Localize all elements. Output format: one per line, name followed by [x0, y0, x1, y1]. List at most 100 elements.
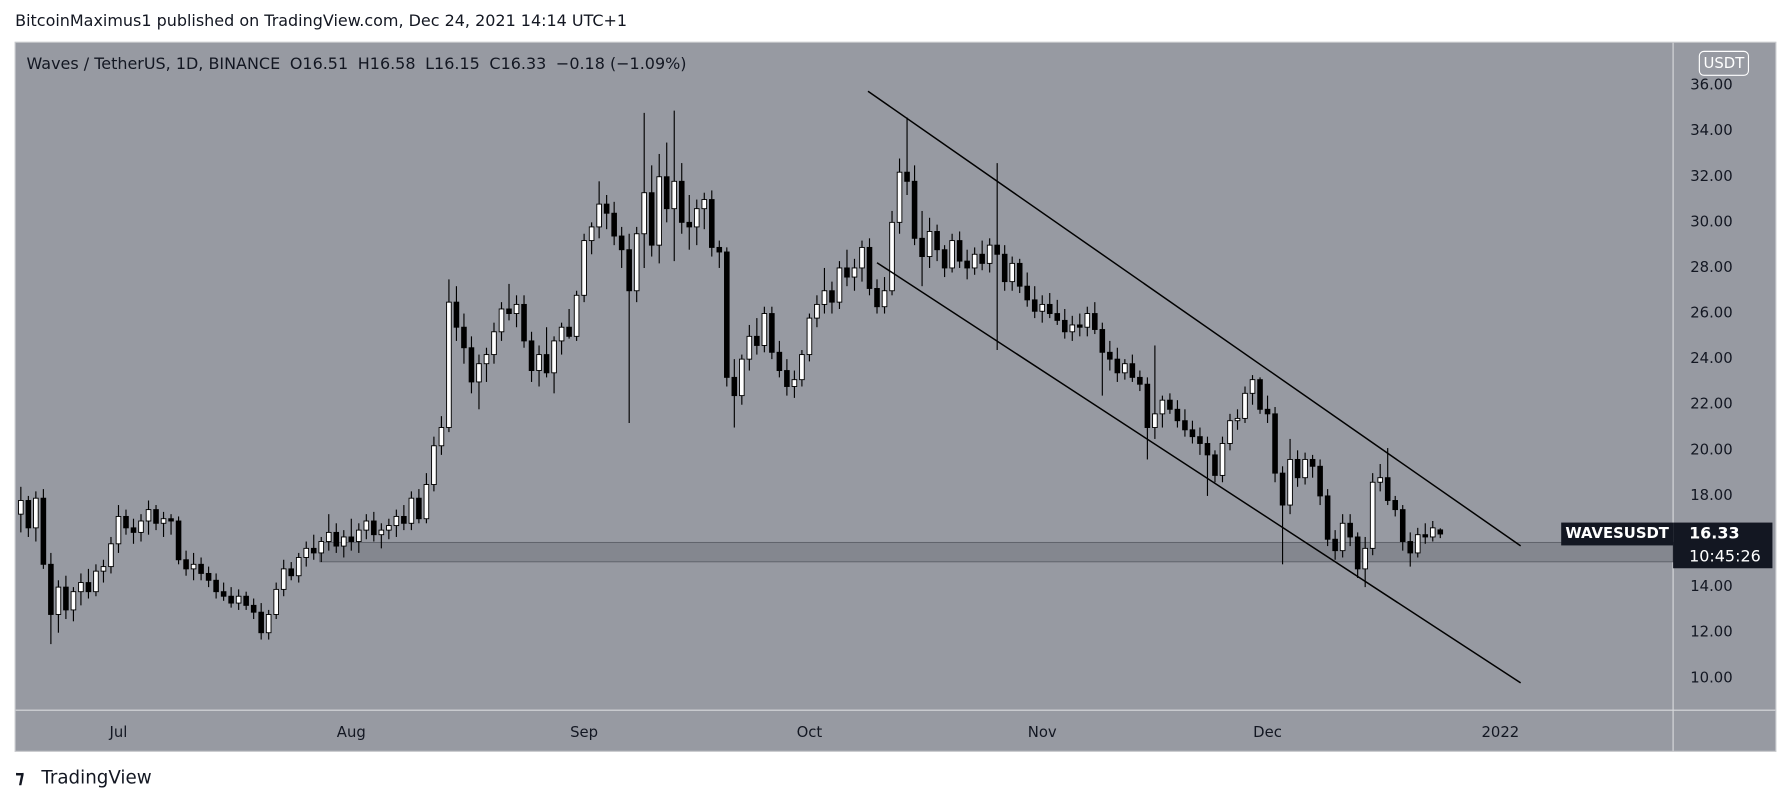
- candle-body: [626, 249, 632, 292]
- candle-body: [663, 176, 670, 210]
- candle-body: [739, 358, 745, 397]
- candle-body: [1054, 313, 1061, 321]
- candle-body: [1137, 376, 1143, 385]
- candle-body: [566, 326, 572, 337]
- candle-body: [356, 529, 362, 542]
- candle-body: [1407, 541, 1414, 554]
- candle-body: [130, 527, 137, 533]
- candle-body: [138, 520, 144, 533]
- candle-body: [190, 563, 197, 570]
- candle-body: [889, 221, 895, 292]
- candle-body: [1159, 399, 1166, 415]
- candle-body: [1347, 522, 1353, 538]
- candle-body: [1234, 417, 1241, 422]
- candle-body: [1257, 379, 1263, 410]
- candle-body: [769, 313, 775, 353]
- candle-body: [754, 335, 760, 346]
- candle-body: [1287, 458, 1293, 506]
- candle-body: [1242, 392, 1248, 419]
- currency-button[interactable]: [1698, 50, 1750, 76]
- x-tick-label: 2022: [1481, 724, 1519, 741]
- candle-body: [468, 347, 475, 383]
- candle-body: [716, 246, 723, 253]
- channel-line: [876, 262, 1522, 684]
- candle-body: [911, 180, 918, 239]
- candle-body: [25, 500, 32, 529]
- candle-body: [521, 303, 527, 342]
- legend-o-label: O: [290, 53, 303, 72]
- candle-body: [866, 246, 873, 289]
- candle-body: [1302, 458, 1308, 479]
- currency-label[interactable]: USDT: [1704, 55, 1746, 72]
- price-tag: [1673, 522, 1773, 569]
- candle-body: [986, 244, 993, 264]
- candle-body: [821, 290, 828, 305]
- candle-body: [558, 326, 565, 342]
- y-tick-label: 32.00: [1690, 168, 1732, 185]
- candle-body: [1077, 324, 1083, 328]
- candle-body: [1332, 538, 1338, 552]
- candle-body: [1092, 313, 1098, 330]
- candle-body: [1264, 408, 1271, 415]
- candle-body: [175, 520, 182, 561]
- chart-frame: [14, 41, 1777, 752]
- candle-body: [325, 531, 332, 542]
- time-axis-background: [15, 710, 1776, 752]
- candle-body: [1354, 536, 1361, 570]
- candle-body: [513, 303, 520, 315]
- x-tick-label: Nov: [1028, 724, 1057, 741]
- candle-body: [1249, 379, 1256, 394]
- x-tick-label: Dec: [1253, 724, 1282, 741]
- candle-body: [115, 515, 122, 545]
- candle-body: [506, 308, 512, 315]
- candle-body: [295, 557, 302, 577]
- candle-body: [573, 294, 580, 337]
- y-tick-label: 30.00: [1690, 213, 1732, 230]
- candle-body: [363, 520, 370, 531]
- candle-body: [603, 203, 610, 214]
- candle-body: [1039, 303, 1046, 312]
- countdown-label: 10:45:26: [1689, 546, 1761, 565]
- candle-body: [438, 427, 445, 447]
- candle-body: [288, 568, 294, 577]
- candle-body: [386, 525, 392, 531]
- candle-body: [280, 568, 287, 590]
- candle-body: [881, 290, 888, 308]
- candle-body: [686, 221, 693, 228]
- candle-body: [1369, 481, 1376, 549]
- y-tick-label: 28.00: [1690, 259, 1732, 276]
- x-tick-label: Aug: [337, 724, 366, 741]
- legend-c-label: C: [489, 53, 500, 72]
- candle-body: [1437, 529, 1444, 535]
- candle-body: [709, 199, 715, 248]
- candle-body: [1339, 522, 1346, 552]
- candle-body: [904, 171, 910, 182]
- candle-body: [731, 376, 738, 397]
- footer-logo: TradingView: [40, 768, 151, 789]
- candle-body: [408, 497, 415, 524]
- candle-body: [310, 547, 317, 554]
- candle-body: [1174, 408, 1181, 422]
- candle-body: [1377, 477, 1383, 483]
- candle-body: [859, 246, 865, 269]
- legend-title: Waves / TetherUS, 1D, BINANCE: [27, 53, 281, 72]
- candle-body: [40, 497, 47, 565]
- candle-body: [926, 231, 933, 258]
- x-tick-label: Jul: [109, 724, 128, 741]
- candle-body: [994, 244, 1000, 255]
- candle-body: [303, 547, 310, 558]
- candle-body: [461, 326, 467, 349]
- candle-body: [498, 308, 505, 333]
- y-tick-label: 18.00: [1690, 487, 1732, 504]
- candle-body: [250, 604, 257, 613]
- candle-body: [934, 231, 940, 251]
- candle-body: [1392, 500, 1399, 511]
- candle-body: [1129, 363, 1136, 378]
- candle-body: [431, 445, 437, 485]
- candle-body: [1016, 262, 1023, 287]
- candle-body: [1414, 534, 1421, 554]
- y-tick-label: 34.00: [1690, 122, 1732, 139]
- candle-body: [1122, 363, 1128, 374]
- candle-body: [528, 340, 535, 371]
